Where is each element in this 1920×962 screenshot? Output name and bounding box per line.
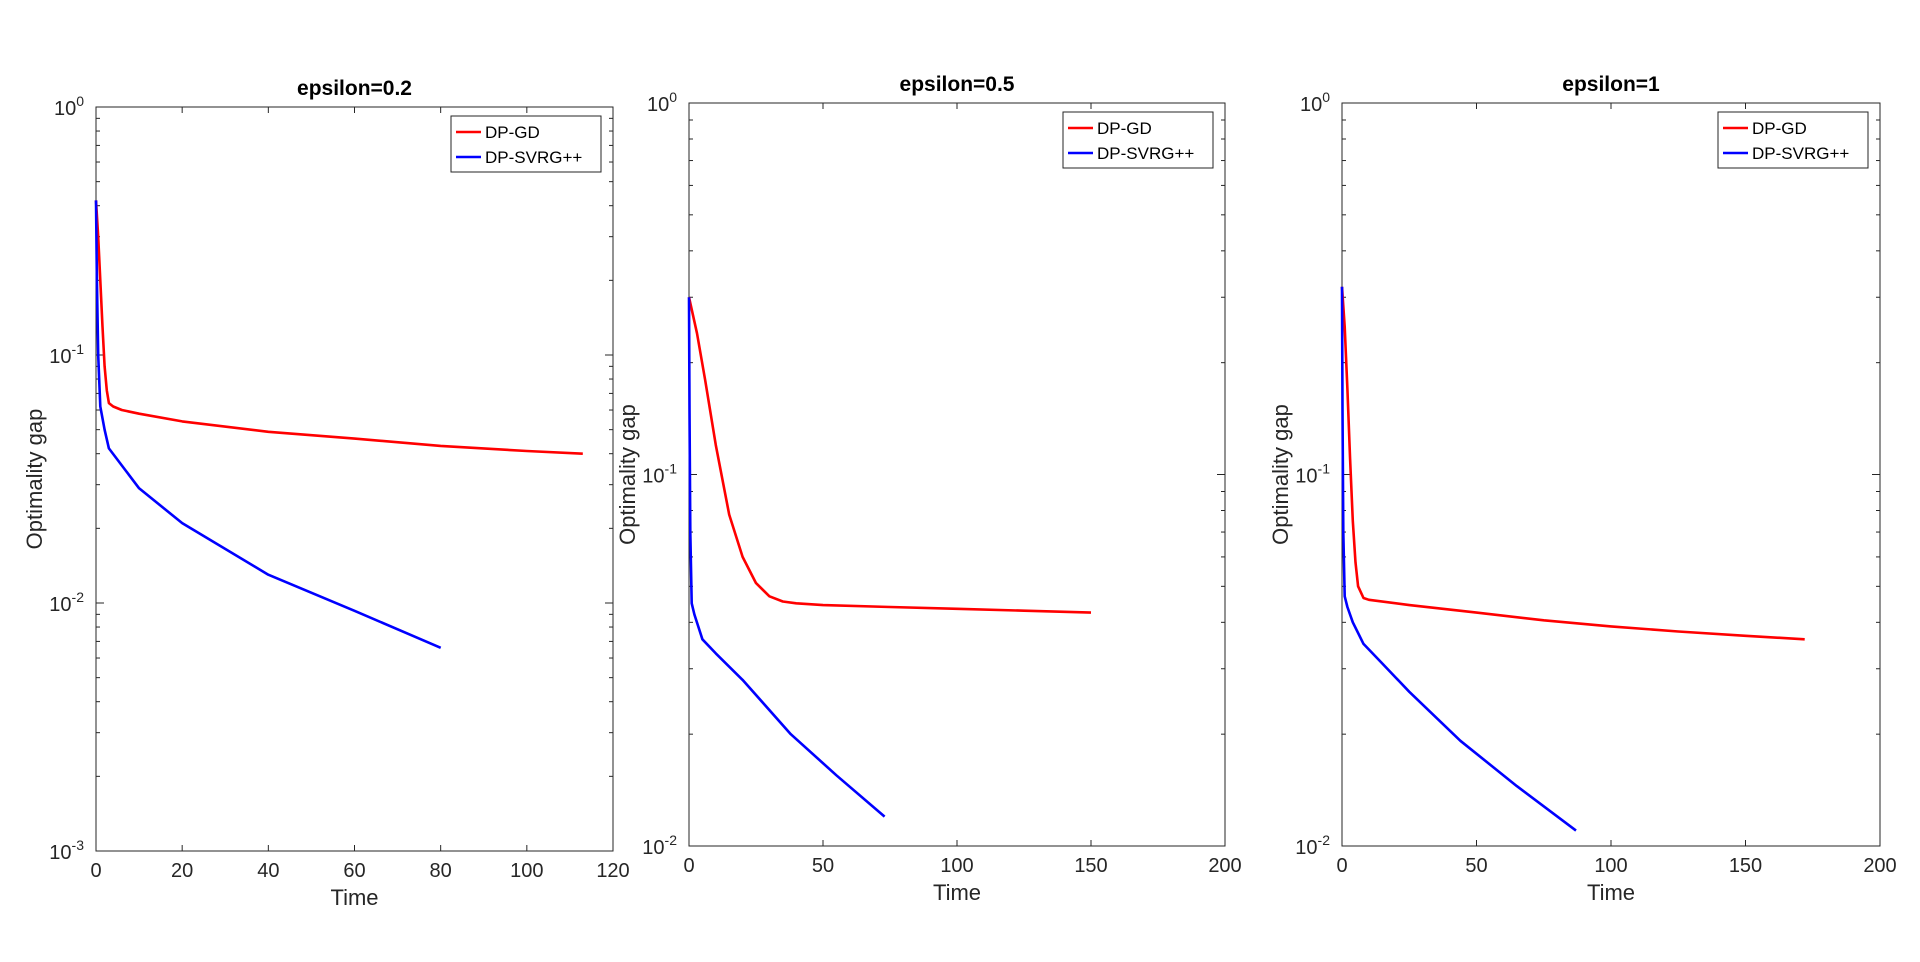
x-axis-label: Time [933,880,981,905]
y-tick-label: 10-3 [49,837,84,864]
legend-label: DP-GD [1752,119,1807,138]
x-tick-label: 100 [510,860,543,882]
plot-area [95,106,614,852]
x-tick-label: 120 [596,860,629,882]
x-axis-label: Time [330,885,378,910]
plot-area [1341,102,1881,847]
x-tick-label: 50 [812,855,834,877]
series-line-dp-svrg- [1340,286,1577,832]
x-tick-label: 80 [430,860,452,882]
chart-panel-3: 0 50 100 150 200 10-2 10-1 100 epsilon=1 Time Opti… [1268,73,1897,905]
legend-label: DP-SVRG++ [485,148,582,167]
legend: DP-GD DP-SVRG++ [450,115,602,173]
y-tick-label: 10-1 [642,461,677,488]
y-tick-label: 100 [647,89,677,116]
chart-panel-2: 0 50 100 150 200 10-2 10-1 100 epsilon=0.5 Time Op… [615,73,1242,905]
chart-title: epsilon=1 [1562,73,1660,96]
series-line-dp-svrg- [94,200,442,649]
x-tick-label: 20 [171,860,193,882]
y-tick-label: 10-2 [49,589,84,616]
legend-label: DP-SVRG++ [1752,144,1849,163]
series-line-dp-gd [687,296,1092,614]
x-tick-label: 200 [1863,855,1896,877]
x-tick-label: 100 [940,855,973,877]
y-tick-label: 10-1 [49,341,84,368]
legend: DP-GD DP-SVRG++ [1717,111,1869,169]
y-axis-label: Optimality gap [1268,404,1293,545]
legend-box [1062,111,1214,169]
y-tick-label: 10-2 [642,832,677,859]
legend-box [450,115,602,173]
legend-label: DP-SVRG++ [1097,144,1194,163]
x-tick-label: 0 [1336,855,1347,877]
x-tick-label: 0 [683,855,694,877]
legend-label: DP-GD [485,123,540,142]
x-tick-label: 0 [90,860,101,882]
legend-label: DP-GD [1097,119,1152,138]
y-tick-label: 100 [1300,89,1330,116]
x-tick-label: 100 [1594,855,1627,877]
x-axis-label: Time [1587,880,1635,905]
y-tick-label: 10-2 [1295,832,1330,859]
x-tick-label: 150 [1729,855,1762,877]
legend: DP-GD DP-SVRG++ [1062,111,1214,169]
y-tick-label: 10-1 [1295,461,1330,488]
x-tick-label: 200 [1208,855,1241,877]
x-tick-label: 60 [343,860,365,882]
series-line-dp-gd [94,200,583,455]
plot-area [688,102,1226,847]
chart-panel-1: 0 20 40 60 80 100 120 10-3 10-2 10-1 100 epsilon=0.… [22,77,630,910]
x-tick-label: 40 [257,860,279,882]
series-line-dp-svrg- [687,297,886,818]
series-line-dp-gd [1340,286,1805,641]
y-axis-label: Optimality gap [615,404,640,545]
chart-title: epsilon=0.2 [297,77,412,100]
chart-title: epsilon=0.5 [900,73,1015,96]
y-axis-label: Optimality gap [22,409,47,550]
x-tick-label: 50 [1465,855,1487,877]
x-tick-label: 150 [1074,855,1107,877]
legend-box [1717,111,1869,169]
y-tick-label: 100 [54,93,84,120]
